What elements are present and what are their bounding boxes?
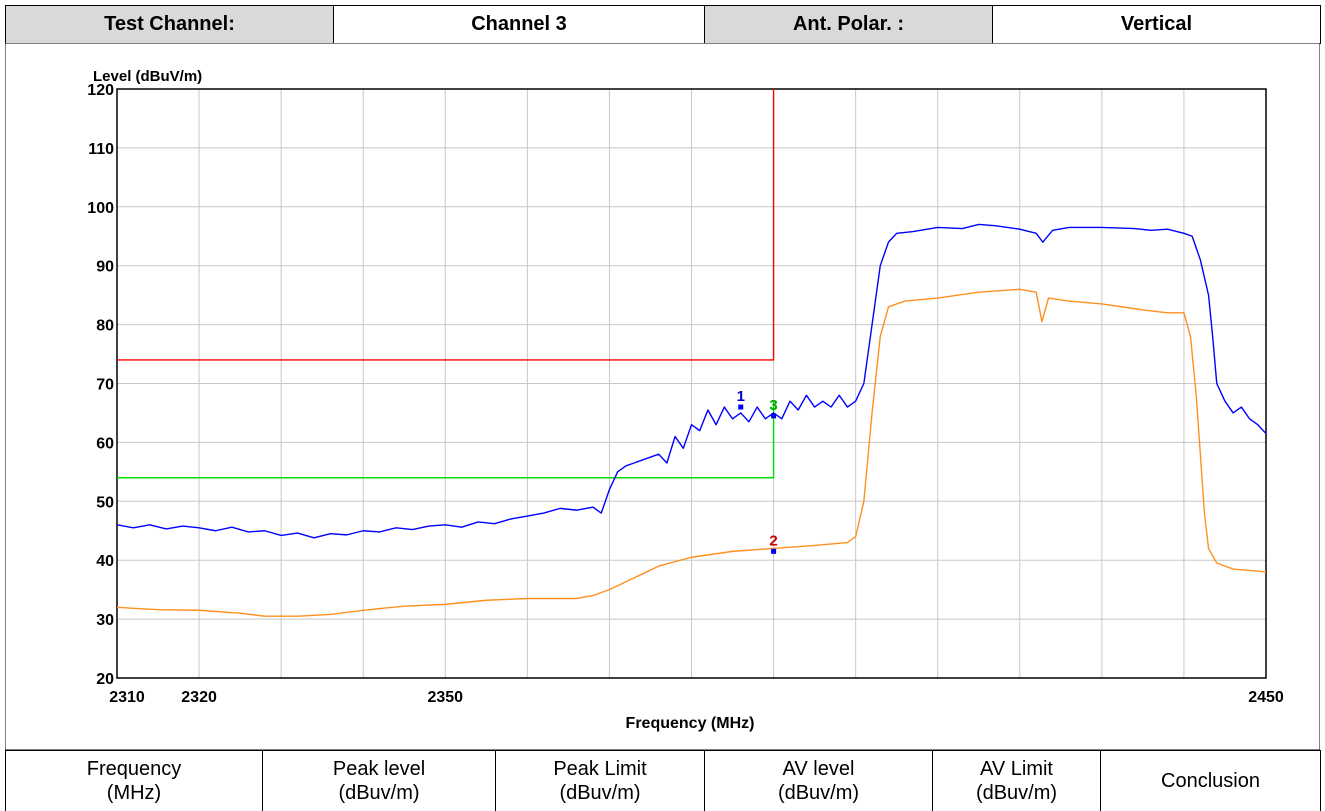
footer-cell: AV Limit (dBuv/m): [932, 750, 1101, 811]
y-axis-label: Level (dBuV/m): [93, 68, 202, 85]
y-tick-label: 50: [96, 494, 114, 511]
y-tick-label: 30: [96, 612, 114, 629]
chart: Level (dBuV/m) Frequency (MHz) 20 30 40 50 6…: [5, 43, 1320, 750]
series-line: [117, 401, 775, 479]
marker-label: 2: [769, 532, 777, 549]
y-tick-label: 60: [96, 435, 114, 452]
series-line: [117, 89, 775, 361]
x-axis-label: Frequency (MHz): [626, 715, 755, 732]
header-row: Test Channel: Channel 3 Ant. Polar. : Ve…: [5, 5, 1321, 44]
series-line: [116, 288, 1267, 617]
marker-label: 3: [769, 397, 777, 414]
x-tick-label: 2350: [427, 689, 463, 706]
x-tick-label: 2320: [181, 689, 217, 706]
header-cell: Test Channel:: [5, 5, 334, 44]
header-cell: Channel 3: [333, 5, 705, 44]
header-cell: Ant. Polar. :: [704, 5, 993, 44]
header-table: Test Channel: Channel 3 Ant. Polar. : Ve…: [5, 5, 1321, 44]
y-tick-label: 40: [96, 553, 114, 570]
marker-point: [738, 404, 744, 410]
header-cell: Vertical: [992, 5, 1321, 44]
marker-label: 1: [737, 388, 745, 405]
y-tick-label: 120: [87, 82, 114, 99]
footer-cell: Peak Limit (dBuv/m): [495, 750, 705, 811]
y-tick-label: 80: [96, 318, 114, 335]
footer-cell: Frequency (MHz): [5, 750, 263, 811]
y-tick-label: 70: [96, 377, 114, 394]
footer-table: Frequency (MHz) Peak level (dBuv/m) Peak L…: [5, 750, 1321, 811]
series-line: [116, 223, 1267, 539]
y-tick-label: 20: [96, 671, 114, 688]
x-tick-label: 2310: [109, 689, 145, 706]
x-tick-label: 2450: [1248, 689, 1284, 706]
marker-point: [771, 413, 777, 419]
y-tick-label: 100: [87, 200, 114, 217]
y-tick-label: 110: [88, 141, 114, 158]
footer-cell: Conclusion: [1100, 750, 1321, 811]
footer-cell: Peak level (dBuv/m): [262, 750, 496, 811]
y-tick-label: 90: [96, 259, 114, 276]
footer-cell: AV level (dBuv/m): [704, 750, 933, 811]
plot-border: [116, 88, 1267, 679]
marker-point: [771, 548, 777, 554]
footer-row: Frequency (MHz) Peak level (dBuv/m) Peak L…: [5, 750, 1321, 811]
